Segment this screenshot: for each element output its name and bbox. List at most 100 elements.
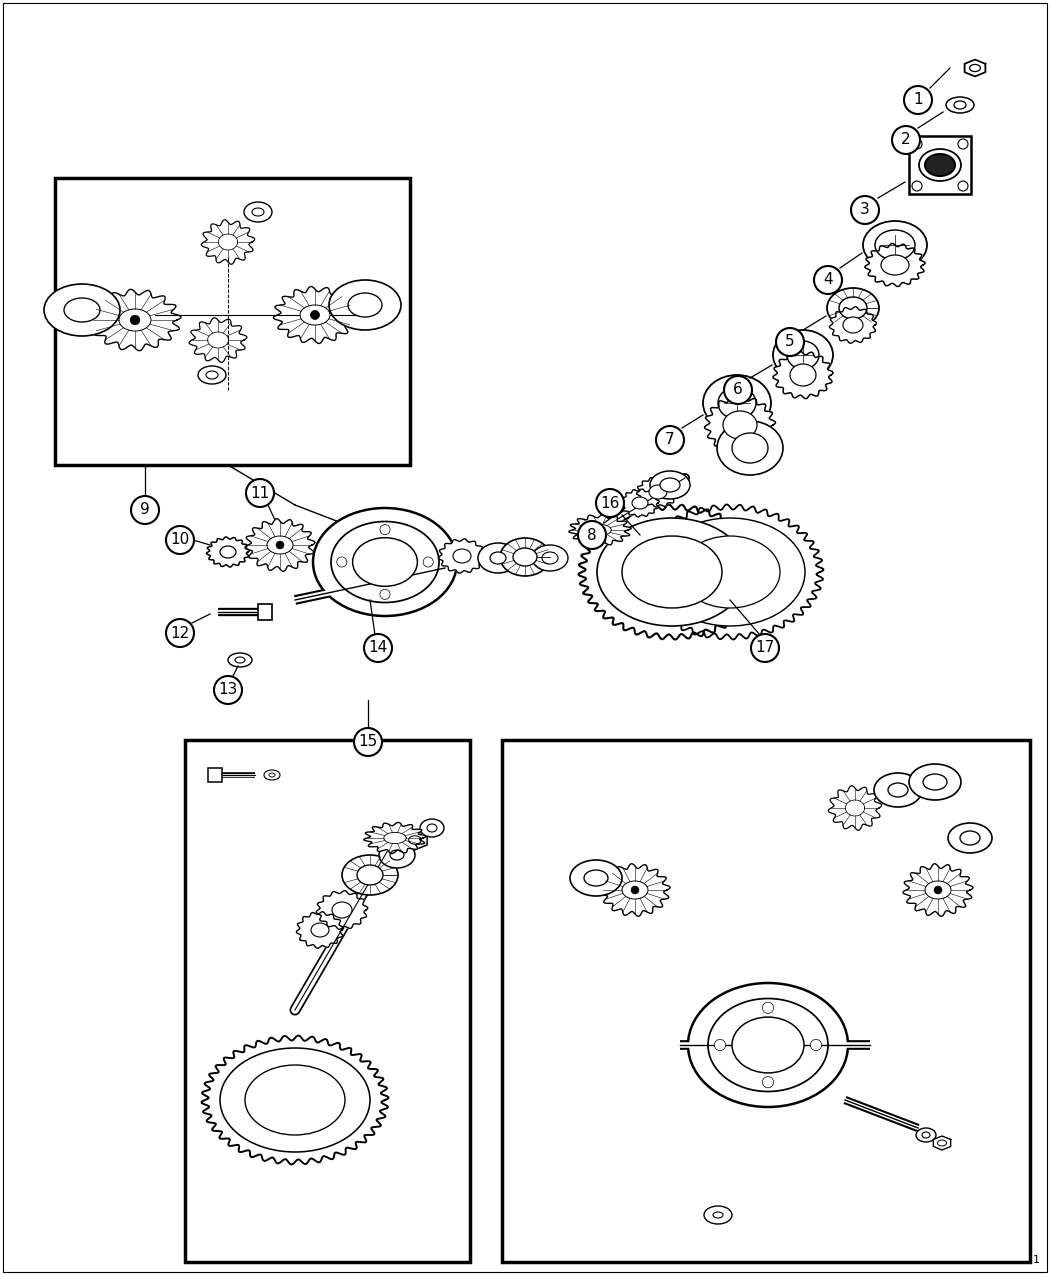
- Ellipse shape: [244, 201, 272, 222]
- Circle shape: [364, 634, 392, 662]
- Ellipse shape: [228, 653, 252, 667]
- Circle shape: [762, 1076, 774, 1088]
- Ellipse shape: [732, 1017, 804, 1072]
- Ellipse shape: [909, 764, 961, 799]
- Circle shape: [724, 376, 752, 404]
- Polygon shape: [933, 1136, 950, 1150]
- Ellipse shape: [235, 657, 245, 663]
- Polygon shape: [579, 505, 765, 640]
- Text: 10: 10: [170, 533, 190, 547]
- Ellipse shape: [874, 773, 922, 807]
- Polygon shape: [621, 490, 659, 516]
- Text: 6: 6: [733, 382, 743, 398]
- Circle shape: [656, 426, 684, 454]
- Polygon shape: [636, 477, 679, 507]
- Ellipse shape: [408, 836, 421, 844]
- Ellipse shape: [332, 901, 352, 918]
- Circle shape: [811, 1039, 821, 1051]
- Ellipse shape: [632, 497, 648, 509]
- Ellipse shape: [490, 552, 506, 564]
- Bar: [909, 136, 971, 194]
- Bar: [185, 740, 470, 1262]
- Bar: [55, 179, 410, 465]
- Text: 8: 8: [587, 528, 596, 542]
- Ellipse shape: [427, 824, 437, 833]
- Ellipse shape: [923, 774, 947, 790]
- Circle shape: [714, 1039, 726, 1051]
- Ellipse shape: [420, 819, 444, 836]
- Circle shape: [958, 181, 968, 191]
- Circle shape: [380, 524, 390, 534]
- Ellipse shape: [478, 543, 518, 572]
- Circle shape: [596, 490, 624, 516]
- Circle shape: [776, 328, 804, 356]
- Ellipse shape: [863, 221, 927, 269]
- Ellipse shape: [342, 856, 398, 895]
- Ellipse shape: [300, 305, 330, 325]
- Text: 11: 11: [250, 486, 270, 501]
- Polygon shape: [439, 539, 485, 574]
- Circle shape: [354, 728, 382, 756]
- Text: 3: 3: [860, 203, 869, 218]
- Ellipse shape: [660, 478, 680, 492]
- Ellipse shape: [948, 822, 992, 853]
- Ellipse shape: [313, 507, 457, 616]
- Text: 2: 2: [901, 133, 910, 148]
- Text: 14: 14: [369, 640, 387, 655]
- Circle shape: [912, 139, 922, 149]
- Polygon shape: [903, 863, 973, 917]
- Ellipse shape: [649, 484, 667, 499]
- Ellipse shape: [773, 330, 833, 380]
- Polygon shape: [273, 287, 357, 343]
- Ellipse shape: [379, 842, 415, 868]
- Circle shape: [904, 85, 932, 113]
- Ellipse shape: [357, 864, 383, 885]
- Ellipse shape: [311, 923, 329, 937]
- Ellipse shape: [946, 97, 974, 113]
- Ellipse shape: [717, 421, 783, 476]
- Ellipse shape: [220, 546, 236, 558]
- Polygon shape: [569, 514, 631, 546]
- Ellipse shape: [881, 255, 909, 275]
- Ellipse shape: [331, 521, 439, 603]
- Ellipse shape: [198, 366, 226, 384]
- Ellipse shape: [353, 538, 418, 586]
- Ellipse shape: [245, 1065, 345, 1135]
- Ellipse shape: [888, 783, 908, 797]
- Polygon shape: [773, 352, 833, 399]
- Polygon shape: [600, 863, 670, 917]
- Ellipse shape: [969, 65, 981, 71]
- Polygon shape: [830, 307, 877, 343]
- Ellipse shape: [788, 340, 819, 368]
- Circle shape: [166, 527, 194, 555]
- Ellipse shape: [220, 1048, 370, 1153]
- Ellipse shape: [532, 544, 568, 571]
- Ellipse shape: [206, 371, 218, 379]
- Polygon shape: [202, 219, 255, 264]
- Text: 4: 4: [823, 273, 833, 287]
- Ellipse shape: [704, 1206, 732, 1224]
- Bar: [208, 768, 222, 782]
- Text: 15: 15: [358, 734, 378, 750]
- Ellipse shape: [875, 230, 915, 260]
- Ellipse shape: [513, 548, 537, 566]
- Ellipse shape: [269, 773, 275, 776]
- Ellipse shape: [688, 983, 848, 1107]
- Circle shape: [380, 589, 390, 599]
- Text: 9: 9: [140, 502, 150, 518]
- Circle shape: [130, 315, 140, 325]
- Circle shape: [762, 1002, 774, 1014]
- Circle shape: [311, 311, 319, 320]
- Circle shape: [337, 557, 346, 567]
- Polygon shape: [245, 519, 315, 571]
- Ellipse shape: [348, 293, 382, 317]
- Ellipse shape: [597, 518, 747, 626]
- Ellipse shape: [252, 208, 264, 215]
- Ellipse shape: [453, 550, 471, 564]
- Ellipse shape: [704, 375, 771, 431]
- Ellipse shape: [267, 536, 293, 555]
- Ellipse shape: [916, 1128, 936, 1142]
- Circle shape: [214, 676, 242, 704]
- Ellipse shape: [827, 288, 879, 328]
- Text: 5: 5: [785, 334, 795, 349]
